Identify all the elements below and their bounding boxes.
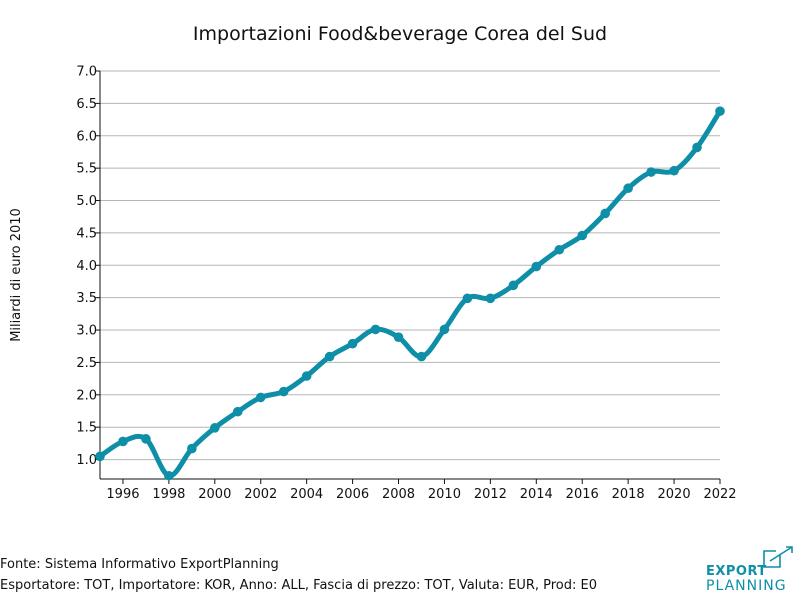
gridlines [100, 70, 720, 461]
x-tick-label: 1996 [106, 487, 139, 502]
y-tick-label: 4.0 [76, 259, 97, 274]
data-point [118, 436, 128, 447]
data-point [393, 332, 404, 342]
data-point [600, 208, 610, 219]
data-point [508, 280, 519, 291]
source-note: Fonte: Sistema Informativo ExportPlannin… [0, 557, 279, 572]
x-tick-label: 2002 [244, 487, 277, 502]
data-point [232, 406, 243, 417]
axes [95, 70, 721, 484]
data-point [370, 324, 381, 335]
y-tick-label: 1.0 [76, 453, 97, 468]
data-point [95, 451, 105, 462]
x-tick-label: 2010 [428, 487, 461, 502]
data-point [577, 230, 588, 241]
data-point [416, 351, 427, 362]
chart-title: Importazioni Food&beverage Corea del Sud [193, 23, 607, 45]
y-tick-label: 1.5 [76, 421, 97, 436]
data-point [210, 423, 220, 433]
data-point [623, 183, 633, 194]
y-tick-label: 3.0 [76, 324, 97, 339]
x-tick-label: 2000 [198, 487, 231, 502]
data-point [141, 434, 151, 444]
data-point [462, 293, 473, 304]
x-tick-label: 2004 [290, 487, 323, 502]
filter-details: Esportatore: TOT, Importatore: KOR, Anno… [0, 578, 598, 593]
series-line [97, 108, 723, 479]
logo-text-planning: PLANNING [706, 578, 787, 594]
data-point [324, 351, 335, 362]
x-tick-label: 1998 [152, 487, 185, 502]
data-point [347, 338, 358, 349]
tick-labels: 1.0 1.5 2.0 2.5 3.0 3.5 4.0 4.5 5.0 5.5 6.0 6.5 7.0 1… [76, 65, 736, 503]
x-tick-label: 2014 [520, 487, 553, 502]
data-point [164, 470, 174, 481]
data-point [485, 293, 496, 304]
y-tick-label: 6.5 [76, 97, 97, 112]
y-tick-label: 6.0 [76, 129, 97, 144]
logo-box-icon [763, 546, 793, 568]
y-tick-label: 3.5 [76, 291, 97, 306]
x-tick-label: 2020 [658, 487, 691, 502]
y-tick-label: 4.5 [76, 226, 97, 241]
y-tick-label: 5.0 [76, 194, 97, 209]
x-tick-label: 2022 [703, 487, 736, 502]
x-tick-label: 2016 [566, 487, 599, 502]
data-point [439, 324, 450, 335]
y-tick-label: 2.5 [76, 356, 97, 371]
data-point [278, 386, 289, 397]
exportplanning-logo: EXPORT PLANNING [706, 546, 793, 594]
x-tick-label: 2008 [382, 487, 415, 502]
data-point [692, 142, 702, 153]
y-tick-label: 2.0 [76, 388, 97, 403]
data-point [255, 392, 266, 403]
y-axis-label: Miliardi di euro 2010 [9, 208, 24, 342]
data-point [646, 167, 656, 177]
y-tick-label: 5.5 [76, 162, 97, 177]
x-tick-label: 2018 [612, 487, 645, 502]
logo-text-export: EXPORT [706, 564, 767, 579]
data-point [187, 443, 197, 454]
x-tick-label: 2006 [336, 487, 369, 502]
data-point [715, 106, 725, 116]
data-point [301, 371, 312, 381]
data-point [669, 165, 679, 176]
data-point [554, 244, 565, 255]
data-point [531, 261, 542, 272]
series-layer [95, 106, 725, 481]
x-tick-label: 2012 [474, 487, 507, 502]
y-tick-label: 7.0 [76, 65, 97, 80]
